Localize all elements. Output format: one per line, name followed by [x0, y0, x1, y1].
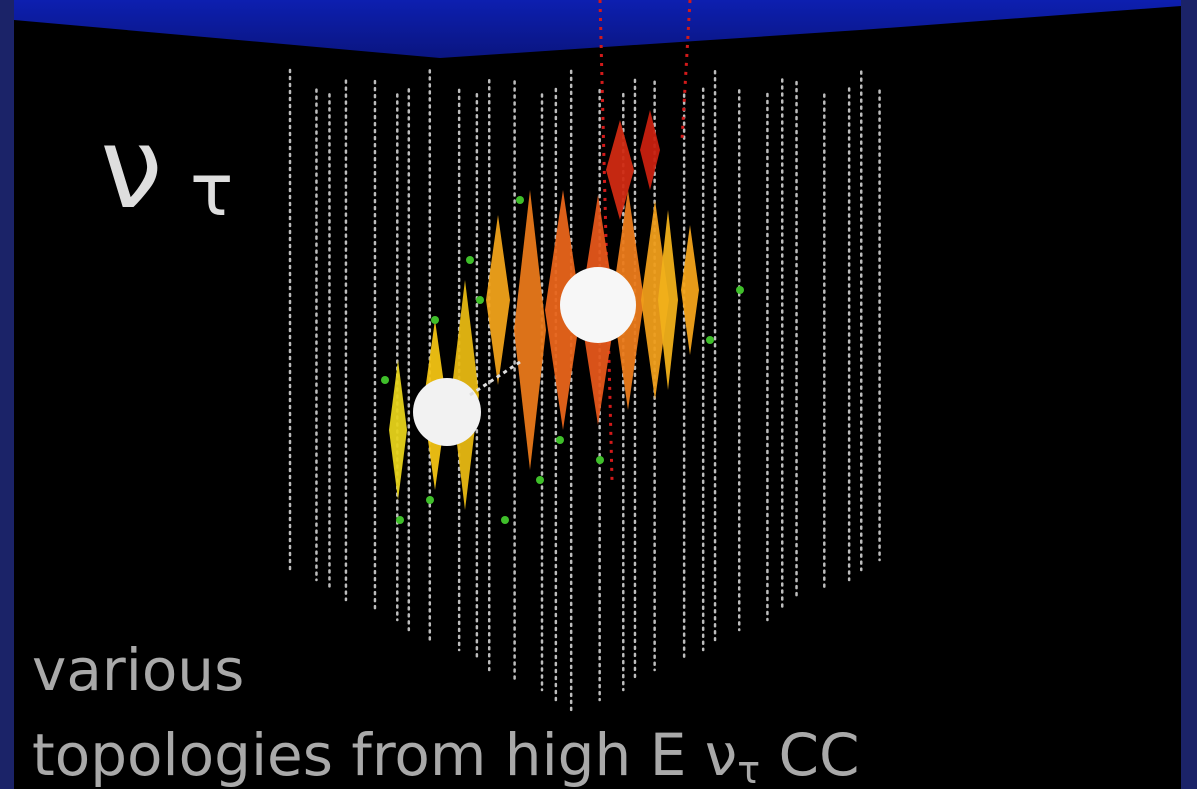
hit-dom: [466, 256, 474, 264]
hit-dom: [431, 316, 439, 324]
vertex-blob: [413, 378, 481, 446]
caption-subscript: τ: [737, 748, 760, 789]
slide: ν τ various topologies from high E ντ CC: [0, 0, 1197, 789]
page: ν τ various topologies from high E ντ CC…: [0, 0, 1197, 789]
vertex-blob: [560, 267, 636, 343]
title-symbol: ν: [100, 104, 163, 234]
caption-text: topologies from high E ν: [32, 721, 737, 789]
caption-line-1: various: [32, 636, 244, 704]
hit-dom: [426, 496, 434, 504]
hit-dom: [381, 376, 389, 384]
hit-dom: [556, 436, 564, 444]
hit-dom: [476, 296, 484, 304]
caption-tail: CC: [760, 721, 859, 789]
title-subscript: τ: [190, 148, 233, 232]
hit-dom: [516, 196, 524, 204]
caption-line-2: topologies from high E ντ CC: [32, 721, 860, 789]
hit-dom: [396, 516, 404, 524]
hit-dom: [706, 336, 714, 344]
hit-dom: [596, 456, 604, 464]
hit-dom: [736, 286, 744, 294]
hit-dom: [536, 476, 544, 484]
hit-dom: [501, 516, 509, 524]
